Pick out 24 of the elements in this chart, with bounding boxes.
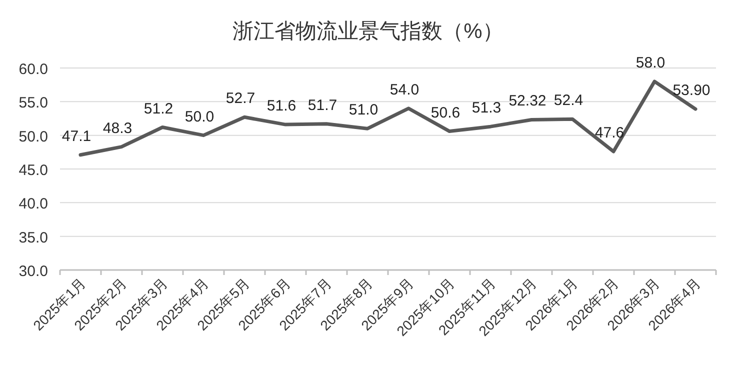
y-tick-label: 40.0 bbox=[18, 196, 48, 213]
y-tick-label: 55.0 bbox=[18, 94, 48, 112]
data-label: 50.0 bbox=[184, 108, 214, 126]
data-label: 47.1 bbox=[62, 128, 92, 145]
data-label: 51.3 bbox=[472, 100, 502, 117]
data-label: 52.7 bbox=[226, 90, 256, 108]
data-label: 51.7 bbox=[308, 96, 338, 114]
data-label: 52.4 bbox=[554, 92, 584, 110]
data-label: 50.6 bbox=[430, 104, 460, 122]
chart-title: 浙江省物流业景气指数（%） bbox=[232, 20, 504, 43]
data-label: 51.6 bbox=[266, 98, 296, 115]
data-label: 51.0 bbox=[348, 102, 378, 119]
y-tick-label: 35.0 bbox=[18, 229, 48, 246]
data-label: 47.6 bbox=[594, 124, 624, 142]
y-tick-label: 30.0 bbox=[18, 263, 48, 280]
y-tick-label: 50.0 bbox=[18, 128, 48, 146]
data-label: 48.3 bbox=[102, 120, 132, 137]
data-label: 58.0 bbox=[636, 54, 666, 72]
data-label: 52.32 bbox=[508, 92, 546, 110]
data-label: 54.0 bbox=[390, 81, 420, 98]
y-tick-label: 60.0 bbox=[18, 61, 48, 78]
data-label: 53.90 bbox=[672, 82, 710, 100]
data-label: 51.2 bbox=[144, 100, 174, 118]
y-tick-label: 45.0 bbox=[18, 162, 48, 179]
